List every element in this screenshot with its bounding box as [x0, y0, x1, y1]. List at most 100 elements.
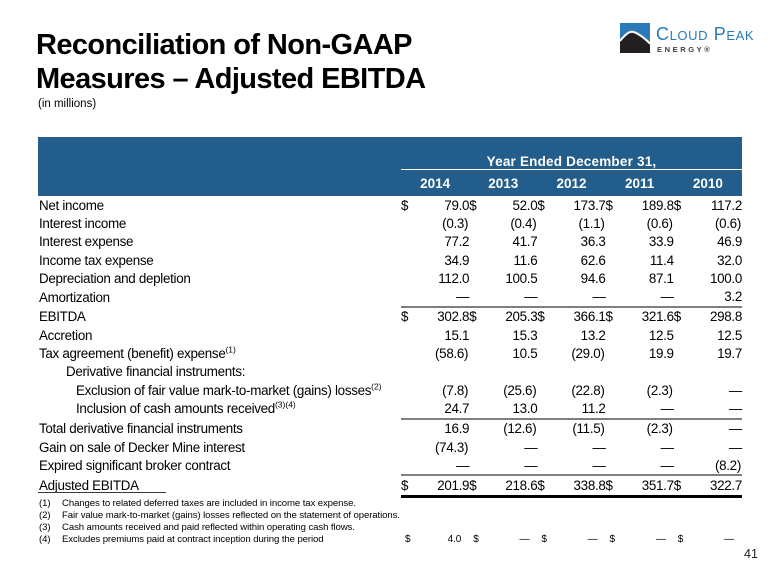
dollar-sign-cell: [469, 521, 485, 533]
value-cell: [622, 363, 674, 381]
value-cell: 13.0: [512, 400, 538, 416]
dollar-sign-cell: [469, 399, 485, 418]
value-cell: (0.6): [714, 215, 741, 231]
footnote-separator-rule: [38, 492, 166, 493]
year-column-header: 2010: [673, 169, 742, 196]
value-cell: 366.1: [553, 305, 606, 327]
value-cell: 10.5: [512, 346, 538, 362]
dollar-sign-cell: [674, 214, 690, 232]
dollar-sign-cell: [606, 344, 622, 362]
row-label: Derivative financial instruments:: [66, 364, 246, 380]
table-row: Exclusion of fair value mark-to-market (…: [38, 381, 742, 399]
value-cell: (11.5): [553, 417, 606, 438]
value-cell: —: [728, 400, 742, 416]
footnote-row: (3) Cash amounts received and paid reflec…: [38, 521, 742, 533]
value-cell: —: [728, 439, 742, 455]
dollar-sign-cell: [401, 363, 417, 381]
dollar-sign-cell: [537, 456, 553, 475]
value-cell: —: [728, 382, 742, 398]
value-cell: 173.7: [573, 197, 606, 213]
dollar-sign-cell: [537, 326, 553, 344]
value-cell: 321.6: [621, 305, 674, 327]
value-cell: [690, 521, 742, 533]
footnote-text: (2) Fair value mark-to-market (gains) los…: [39, 509, 400, 521]
row-label: Exclusion of fair value mark-to-market (…: [76, 381, 382, 398]
dollar-sign-cell: [606, 509, 622, 521]
header-group-row: Year Ended December 31,: [38, 137, 742, 196]
dollar-sign-cell: $: [469, 197, 477, 213]
value-cell: [485, 363, 537, 381]
dollar-sign-cell: [606, 381, 622, 399]
footnotes-section: (1) Changes to related deferred taxes are…: [38, 492, 742, 545]
dollar-sign-cell: [537, 269, 553, 287]
value-cell: 36.3: [580, 234, 606, 250]
value-cell: [553, 497, 605, 509]
value-cell: 4.0: [447, 533, 462, 545]
value-cell: [485, 521, 537, 533]
year-column-header: 2012: [537, 169, 606, 196]
dollar-sign-cell: [606, 438, 622, 456]
dollar-sign-cell: $: [673, 305, 690, 327]
dollar-sign-cell: [401, 287, 417, 306]
dollar-sign-cell: [674, 269, 690, 287]
value-cell: 77.2: [444, 234, 470, 250]
table-row: Expired significant broker contract — — — — (…: [38, 456, 742, 475]
value-cell: —: [456, 289, 470, 305]
table-row: Derivative financial instruments:: [38, 363, 742, 381]
footnote-number: (1): [39, 497, 51, 509]
footnote-number: (2): [39, 509, 51, 521]
dollar-sign-cell: $: [469, 474, 486, 498]
value-cell: [690, 497, 742, 509]
value-cell: (74.3): [435, 439, 469, 455]
dollar-sign-cell: [606, 326, 622, 344]
dollar-sign-cell: $: [473, 533, 479, 545]
table-row: EBITDA $302.8 $205.3 $366.1 $321.6 $298.8: [38, 305, 742, 327]
footnote-number: (4): [39, 533, 51, 545]
dollar-sign-cell: [606, 269, 622, 287]
value-cell: [485, 509, 537, 521]
dollar-sign-cell: [674, 521, 690, 533]
value-cell: [553, 363, 605, 381]
row-label: EBITDA: [39, 308, 86, 324]
dollar-sign-cell: [401, 381, 417, 399]
dollar-sign-cell: [469, 214, 485, 232]
value-cell: (58.6): [435, 346, 469, 362]
dollar-sign-cell: [469, 326, 485, 344]
row-label: Accretion: [39, 327, 93, 343]
row-label: Gain on sale of Decker Mine interest: [39, 439, 245, 455]
value-cell: [690, 509, 742, 521]
footnote-row: (1) Changes to related deferred taxes are…: [38, 497, 742, 509]
dollar-sign-cell: [537, 363, 553, 381]
dollar-sign-cell: [674, 438, 690, 456]
value-cell: 94.6: [580, 270, 606, 286]
dollar-sign-cell: $: [401, 474, 418, 498]
dollar-sign-cell: [674, 326, 690, 344]
value-cell: 13.2: [580, 327, 606, 343]
dollar-sign-cell: [537, 381, 553, 399]
dollar-sign-cell: $: [405, 533, 411, 545]
footnote-reference: (2): [371, 381, 382, 392]
value-cell: 351.7: [621, 474, 674, 498]
dollar-sign-cell: [401, 269, 417, 287]
value-cell: —: [724, 533, 734, 545]
dollar-sign-cell: [469, 381, 485, 399]
dollar-sign-cell: [674, 363, 690, 381]
year-column-header: 2014: [401, 169, 470, 196]
table-row: Interest income (0.3) (0.4) (1.1) (0.6) (0.6): [38, 214, 742, 232]
value-cell: 87.1: [648, 270, 674, 286]
footnote-reference: (3)(4): [274, 399, 296, 410]
dollar-sign-cell: $: [401, 305, 418, 327]
dollar-sign-cell: [537, 344, 553, 362]
table-row: Net income $79.0 $52.0 $173.7 $189.8 $117.2: [38, 196, 742, 214]
dollar-sign-cell: $: [673, 197, 681, 213]
value-cell: [690, 363, 742, 381]
row-label: Inclusion of cash amounts received(3)(4): [76, 399, 296, 417]
dollar-sign-cell: [401, 399, 417, 418]
year-column-header: 2013: [469, 169, 538, 196]
value-cell: 12.5: [648, 327, 674, 343]
dollar-sign-cell: [401, 326, 417, 344]
dollar-sign-cell: [401, 456, 417, 475]
company-logo: Cloud Peak ENERGY®: [620, 23, 754, 54]
row-label: Depreciation and depletion: [39, 270, 191, 286]
value-cell: 16.9: [417, 417, 470, 438]
